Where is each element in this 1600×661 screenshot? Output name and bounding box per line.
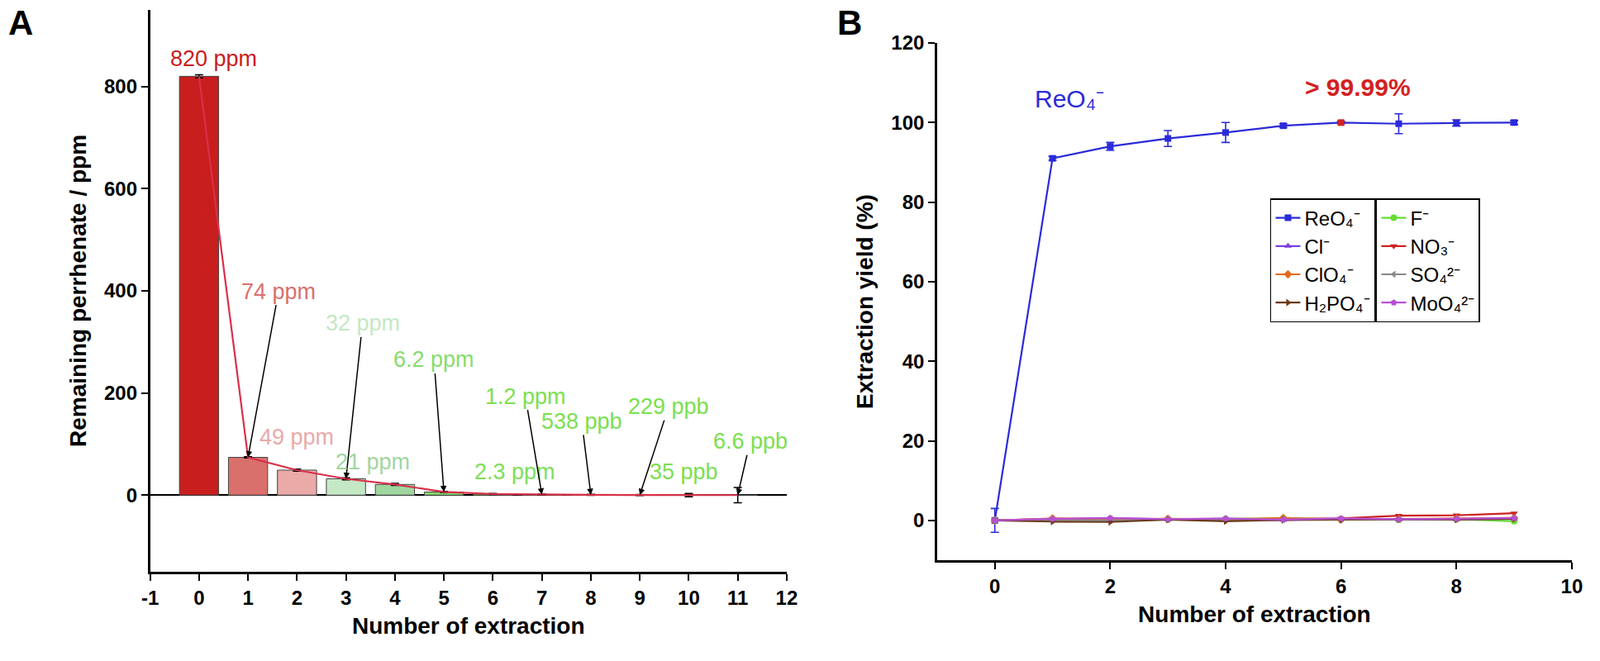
svg-text:49 ppm: 49 ppm: [259, 424, 334, 450]
svg-text:ReO₄⁻: ReO₄⁻: [1034, 85, 1105, 113]
svg-text:100: 100: [890, 111, 924, 134]
svg-text:NO₃⁻: NO₃⁻: [1409, 235, 1455, 258]
svg-text:> 99.99%: > 99.99%: [1304, 73, 1411, 101]
svg-text:2: 2: [1104, 575, 1116, 598]
svg-text:6.2 ppm: 6.2 ppm: [393, 347, 475, 372]
svg-text:Number of extraction: Number of extraction: [1138, 601, 1372, 628]
svg-text:F⁻: F⁻: [1409, 207, 1429, 230]
svg-text:ClO₄⁻: ClO₄⁻: [1304, 263, 1353, 286]
svg-text:H₂PO₄⁻: H₂PO₄⁻: [1304, 292, 1370, 315]
svg-text:20: 20: [902, 429, 925, 453]
svg-text:Extraction yield (%): Extraction yield (%): [852, 194, 878, 410]
svg-text:A: A: [8, 3, 34, 43]
svg-text:3: 3: [340, 586, 352, 610]
svg-text:400: 400: [104, 279, 138, 302]
svg-text:60: 60: [902, 270, 925, 293]
svg-text:200: 200: [104, 381, 138, 405]
svg-text:0: 0: [193, 586, 205, 610]
svg-text:4: 4: [389, 586, 401, 610]
svg-text:4: 4: [1219, 575, 1232, 598]
svg-text:11: 11: [727, 586, 748, 610]
svg-text:Cl⁻: Cl⁻: [1304, 235, 1330, 258]
svg-text:6.6 ppb: 6.6 ppb: [713, 428, 788, 454]
svg-text:40: 40: [902, 350, 925, 373]
svg-text:B: B: [837, 3, 862, 43]
svg-text:1.2 ppm: 1.2 ppm: [485, 384, 567, 410]
svg-text:2: 2: [291, 586, 303, 610]
svg-text:0: 0: [126, 484, 138, 507]
svg-text:35 ppb: 35 ppb: [649, 459, 719, 485]
svg-text:820 ppm: 820 ppm: [170, 46, 258, 72]
svg-text:Number of extraction: Number of extraction: [352, 613, 586, 639]
svg-text:8: 8: [1451, 575, 1462, 598]
svg-text:120: 120: [890, 31, 924, 54]
svg-text:-1: -1: [141, 586, 159, 610]
svg-text:6: 6: [487, 586, 499, 610]
svg-text:5: 5: [438, 586, 449, 610]
svg-text:800: 800: [104, 75, 138, 98]
svg-text:1: 1: [242, 586, 253, 610]
svg-text:SO₄²⁻: SO₄²⁻: [1409, 263, 1460, 286]
svg-text:9: 9: [633, 586, 645, 610]
svg-text:ReO₄⁻: ReO₄⁻: [1304, 207, 1360, 230]
svg-text:0: 0: [989, 575, 1000, 598]
svg-text:6: 6: [1335, 575, 1347, 598]
svg-text:0: 0: [913, 509, 924, 532]
svg-text:7: 7: [536, 586, 548, 610]
svg-text:8: 8: [585, 586, 596, 610]
svg-text:32 ppm: 32 ppm: [325, 310, 400, 336]
svg-text:2.3 ppm: 2.3 ppm: [474, 459, 556, 485]
svg-text:MoO₄²⁻: MoO₄²⁻: [1409, 292, 1475, 315]
svg-text:10: 10: [1561, 575, 1584, 598]
svg-text:229 ppb: 229 ppb: [628, 394, 710, 420]
svg-text:12: 12: [776, 586, 799, 610]
svg-text:10: 10: [677, 586, 700, 610]
svg-text:600: 600: [104, 177, 138, 200]
svg-text:Remaining perrhenate / ppm: Remaining perrhenate / ppm: [65, 134, 91, 448]
svg-text:74 ppm: 74 ppm: [241, 279, 316, 305]
svg-text:21 ppm: 21 ppm: [335, 449, 410, 475]
svg-text:538 ppb: 538 ppb: [541, 409, 623, 434]
svg-text:80: 80: [902, 190, 925, 214]
